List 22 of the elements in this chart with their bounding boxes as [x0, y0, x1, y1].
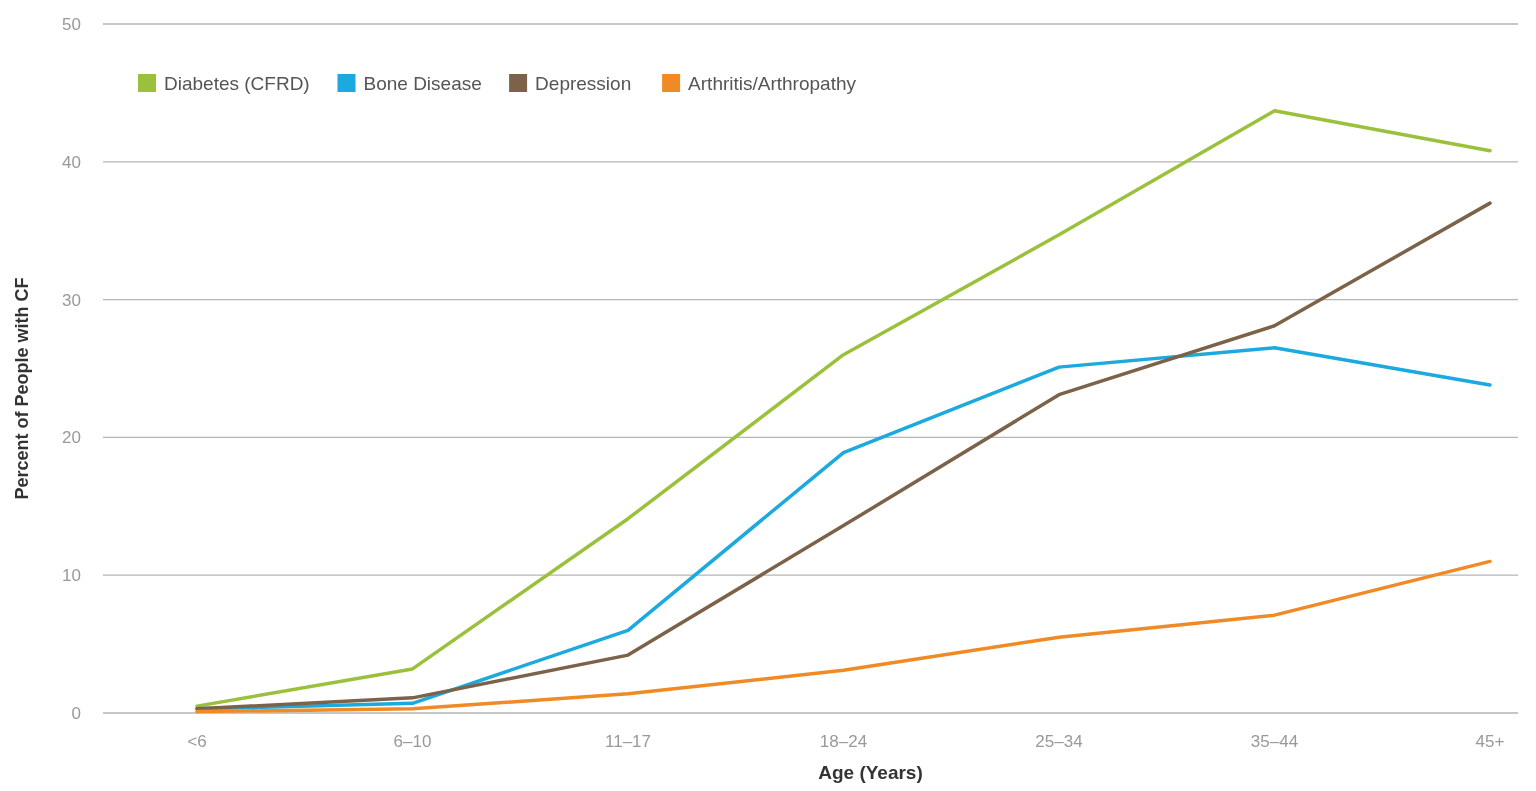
x-axis-title: Age (Years)	[818, 762, 923, 783]
x-tick-label: 11–17	[604, 732, 652, 751]
y-tick-label: 30	[62, 290, 81, 310]
x-tick-label: 18–24	[819, 732, 868, 751]
y-tick-label: 0	[71, 703, 81, 723]
x-tick-label: 35–44	[1250, 732, 1299, 751]
line-series	[195, 201, 1492, 711]
y-tick-label: 10	[62, 566, 81, 586]
y-axis-title: Percent of People with CF	[12, 277, 32, 500]
legend-label: Bone Disease	[363, 72, 482, 94]
y-tick-label: 40	[62, 152, 81, 172]
legend-label: Arthritis/Arthropathy	[688, 72, 857, 94]
x-tick-label: <6	[187, 732, 207, 751]
line-series	[195, 559, 1492, 714]
legend-label: Diabetes (CFRD)	[164, 72, 310, 94]
y-tick-label: 50	[62, 14, 81, 34]
x-tick-label: 6–10	[393, 732, 432, 751]
x-tick-label: 45+	[1475, 732, 1505, 751]
legend-label: Depression	[535, 72, 632, 94]
line-series	[195, 109, 1492, 708]
x-tick-label: 25–34	[1035, 732, 1083, 751]
y-tick-label: 20	[62, 428, 81, 448]
